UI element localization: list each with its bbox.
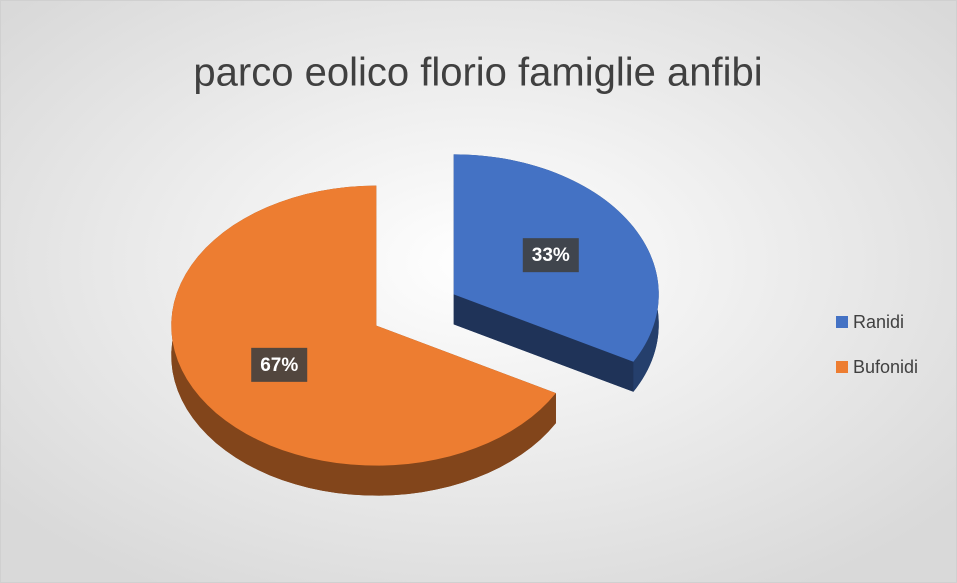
data-label-box bbox=[251, 347, 308, 382]
legend-swatch bbox=[836, 361, 848, 373]
legend-swatch bbox=[836, 316, 848, 328]
data-label-box bbox=[522, 238, 579, 273]
legend-label: Bufonidi bbox=[853, 357, 918, 377]
chart-title: parco eolico florio famiglie anfibi bbox=[193, 51, 762, 95]
legend-label: Ranidi bbox=[853, 312, 904, 332]
data-label: 67% bbox=[260, 355, 298, 376]
slice-wall bbox=[453, 294, 634, 392]
slice bbox=[171, 185, 556, 466]
data-label: 33% bbox=[532, 245, 570, 266]
